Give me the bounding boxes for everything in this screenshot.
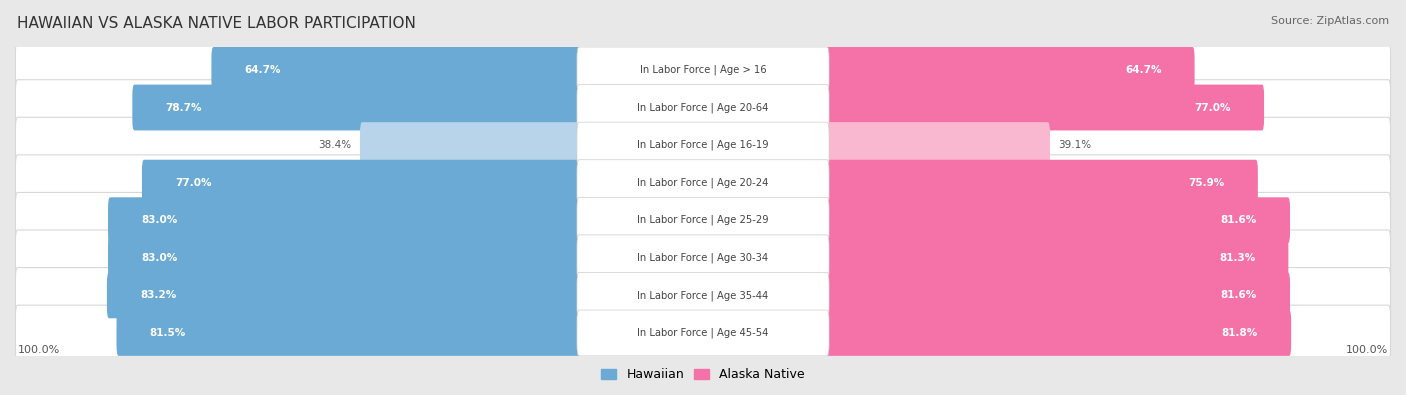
- Text: 81.3%: 81.3%: [1219, 253, 1256, 263]
- Text: 78.7%: 78.7%: [166, 103, 202, 113]
- Text: In Labor Force | Age 45-54: In Labor Force | Age 45-54: [637, 328, 769, 338]
- FancyBboxPatch shape: [142, 160, 581, 205]
- Text: 81.8%: 81.8%: [1222, 328, 1258, 338]
- FancyBboxPatch shape: [15, 230, 1391, 286]
- Text: 75.9%: 75.9%: [1188, 178, 1225, 188]
- Text: 77.0%: 77.0%: [1195, 103, 1232, 113]
- FancyBboxPatch shape: [211, 47, 581, 93]
- FancyBboxPatch shape: [825, 122, 1050, 168]
- FancyBboxPatch shape: [825, 235, 1288, 281]
- FancyBboxPatch shape: [576, 273, 830, 318]
- FancyBboxPatch shape: [360, 122, 581, 168]
- FancyBboxPatch shape: [825, 273, 1291, 318]
- FancyBboxPatch shape: [825, 47, 1195, 93]
- Text: 83.2%: 83.2%: [141, 290, 176, 300]
- FancyBboxPatch shape: [576, 235, 830, 281]
- FancyBboxPatch shape: [825, 310, 1291, 356]
- Text: 83.0%: 83.0%: [141, 215, 177, 225]
- FancyBboxPatch shape: [15, 155, 1391, 211]
- Text: In Labor Force | Age 30-34: In Labor Force | Age 30-34: [637, 252, 769, 263]
- FancyBboxPatch shape: [15, 42, 1391, 98]
- FancyBboxPatch shape: [15, 305, 1391, 361]
- Legend: Hawaiian, Alaska Native: Hawaiian, Alaska Native: [596, 363, 810, 386]
- FancyBboxPatch shape: [576, 47, 830, 93]
- FancyBboxPatch shape: [15, 80, 1391, 135]
- Text: 38.4%: 38.4%: [319, 140, 352, 150]
- FancyBboxPatch shape: [576, 310, 830, 356]
- FancyBboxPatch shape: [576, 198, 830, 243]
- FancyBboxPatch shape: [132, 85, 581, 130]
- Text: 81.6%: 81.6%: [1220, 290, 1257, 300]
- Text: 77.0%: 77.0%: [174, 178, 211, 188]
- Text: Source: ZipAtlas.com: Source: ZipAtlas.com: [1271, 16, 1389, 26]
- FancyBboxPatch shape: [576, 85, 830, 130]
- Text: 83.0%: 83.0%: [141, 253, 177, 263]
- Text: In Labor Force | Age 16-19: In Labor Force | Age 16-19: [637, 140, 769, 150]
- Text: In Labor Force | Age 20-24: In Labor Force | Age 20-24: [637, 177, 769, 188]
- Text: 64.7%: 64.7%: [245, 65, 281, 75]
- FancyBboxPatch shape: [108, 235, 581, 281]
- Text: 81.5%: 81.5%: [149, 328, 186, 338]
- Text: In Labor Force | Age 25-29: In Labor Force | Age 25-29: [637, 215, 769, 226]
- Text: In Labor Force | Age 20-64: In Labor Force | Age 20-64: [637, 102, 769, 113]
- Text: 100.0%: 100.0%: [17, 345, 59, 355]
- Text: HAWAIIAN VS ALASKA NATIVE LABOR PARTICIPATION: HAWAIIAN VS ALASKA NATIVE LABOR PARTICIP…: [17, 16, 416, 31]
- FancyBboxPatch shape: [576, 122, 830, 168]
- FancyBboxPatch shape: [107, 273, 581, 318]
- Text: 81.6%: 81.6%: [1220, 215, 1257, 225]
- FancyBboxPatch shape: [825, 160, 1258, 205]
- FancyBboxPatch shape: [576, 160, 830, 205]
- FancyBboxPatch shape: [825, 198, 1291, 243]
- FancyBboxPatch shape: [15, 267, 1391, 323]
- Text: 39.1%: 39.1%: [1059, 140, 1091, 150]
- FancyBboxPatch shape: [825, 85, 1264, 130]
- Text: 64.7%: 64.7%: [1125, 65, 1161, 75]
- Text: 100.0%: 100.0%: [1347, 345, 1389, 355]
- FancyBboxPatch shape: [108, 198, 581, 243]
- Text: In Labor Force | Age 35-44: In Labor Force | Age 35-44: [637, 290, 769, 301]
- Text: In Labor Force | Age > 16: In Labor Force | Age > 16: [640, 65, 766, 75]
- FancyBboxPatch shape: [117, 310, 581, 356]
- FancyBboxPatch shape: [15, 192, 1391, 248]
- FancyBboxPatch shape: [15, 117, 1391, 173]
